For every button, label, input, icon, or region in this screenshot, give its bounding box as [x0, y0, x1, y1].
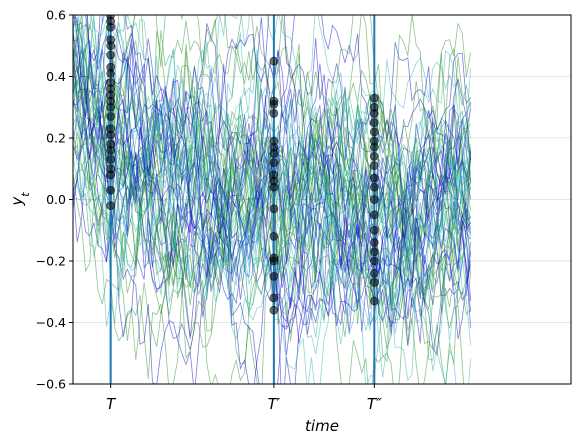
sample-path — [73, 15, 471, 361]
cross-section-point — [107, 0, 115, 7]
y-tick-label: 0.0 — [46, 192, 66, 207]
x-tick-label: T′ — [268, 395, 281, 413]
cross-section-point — [106, 130, 116, 140]
x-axis: T T′ T″ — [106, 384, 382, 413]
cross-section-point — [269, 231, 279, 241]
cross-section-point — [369, 152, 379, 161]
sample-path — [73, 106, 471, 384]
cross-section-point — [106, 69, 116, 78]
sample-path — [73, 23, 471, 384]
y-tick-label: 0.6 — [46, 8, 66, 23]
cross-section-point — [106, 201, 116, 211]
x-axis-label: time — [305, 417, 339, 435]
cross-section-point — [369, 127, 379, 137]
x-tick-label: T″ — [367, 395, 382, 413]
cross-section-point — [269, 204, 279, 214]
sample-path — [73, 47, 471, 311]
y-axis: −0.6 −0.4 −0.2 0.0 0.2 0.4 0.6 — [36, 8, 73, 392]
cross-section-point — [369, 225, 379, 235]
sample-path — [73, 15, 471, 236]
simulated-paths — [73, 15, 471, 384]
cross-section-point — [269, 148, 279, 158]
y-axis-label: yt — [8, 192, 32, 207]
y-tick-label: −0.6 — [36, 377, 66, 392]
cross-section-point — [269, 109, 279, 118]
cross-section-point — [269, 158, 279, 168]
cross-section-point — [106, 185, 116, 195]
cross-section-point — [269, 293, 279, 303]
cross-section-point — [369, 210, 379, 220]
cross-section-point — [106, 41, 116, 51]
y-axis-label-subscript: t — [19, 192, 32, 197]
cross-section-point — [269, 271, 279, 281]
sample-path — [107, 15, 471, 346]
cross-section-point — [269, 182, 279, 192]
cross-section-point — [269, 99, 279, 109]
cross-section-point — [369, 238, 379, 247]
cross-section-point — [369, 93, 379, 103]
cross-section-point — [369, 142, 379, 152]
y-axis-label-main: y — [8, 196, 26, 207]
y-tick-label: −0.4 — [36, 315, 66, 330]
cross-section-point — [369, 182, 379, 192]
y-tick-label: 0.2 — [46, 131, 66, 146]
sample-path — [86, 15, 471, 384]
cross-section-point — [106, 112, 116, 121]
cross-section-point — [269, 256, 279, 266]
sample-path — [73, 97, 471, 307]
cross-section-point — [106, 102, 116, 112]
cross-section-point — [369, 296, 379, 306]
cross-section-point — [369, 161, 379, 171]
sample-path — [73, 15, 471, 320]
cross-section-point — [106, 170, 116, 180]
sample-path — [74, 15, 471, 323]
cross-section-point — [369, 195, 379, 204]
cross-section-point — [106, 50, 116, 60]
cross-section-point — [369, 109, 379, 118]
cross-section-point — [369, 256, 379, 266]
cross-section-point — [369, 173, 379, 183]
cross-section-point — [369, 278, 379, 287]
cross-section-point — [106, 145, 116, 155]
sample-path — [73, 63, 471, 290]
cross-section-point — [269, 56, 279, 66]
cross-section-point — [369, 118, 379, 128]
x-tick-label: T — [106, 395, 117, 413]
cross-section-point — [269, 305, 279, 315]
sample-path — [73, 15, 471, 329]
y-tick-label: −0.2 — [36, 254, 66, 269]
cross-section-point — [369, 268, 379, 278]
cross-section-points — [106, 0, 379, 315]
sample-path — [73, 21, 471, 346]
sample-path — [73, 15, 471, 272]
cross-section-point — [106, 22, 116, 32]
cross-section-point — [106, 155, 116, 164]
cross-section-point — [369, 247, 379, 257]
y-tick-label: 0.4 — [46, 69, 66, 84]
